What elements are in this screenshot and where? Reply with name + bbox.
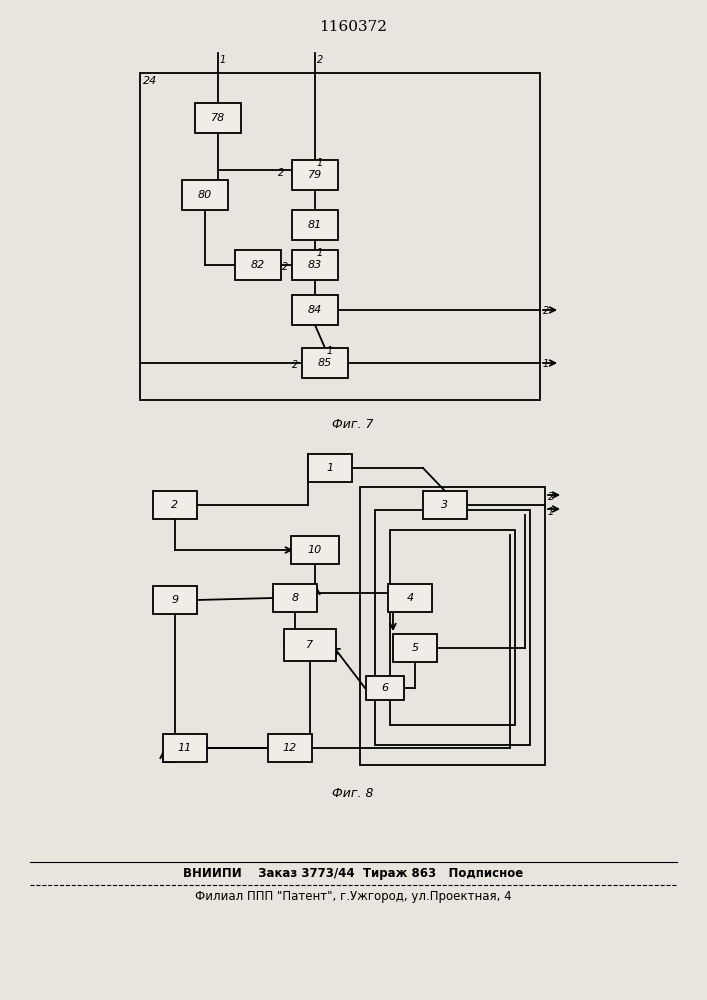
Text: 83: 83 bbox=[308, 260, 322, 270]
Text: 2: 2 bbox=[171, 500, 179, 510]
Bar bbox=[292, 250, 338, 280]
Text: 7: 7 bbox=[306, 640, 314, 650]
Text: 11: 11 bbox=[178, 743, 192, 753]
Text: 2: 2 bbox=[317, 55, 323, 65]
Bar bbox=[292, 210, 338, 240]
Text: 1: 1 bbox=[220, 55, 226, 65]
Text: 1: 1 bbox=[317, 158, 323, 168]
Text: 81: 81 bbox=[308, 220, 322, 230]
Bar bbox=[284, 629, 336, 661]
Text: 10: 10 bbox=[308, 545, 322, 555]
Bar bbox=[153, 586, 197, 614]
Text: 2: 2 bbox=[282, 262, 288, 272]
Bar bbox=[292, 160, 338, 190]
Bar bbox=[366, 676, 404, 700]
Text: 79: 79 bbox=[308, 170, 322, 180]
Text: 8: 8 bbox=[291, 593, 298, 603]
Bar bbox=[360, 487, 545, 765]
Text: Фиг. 7: Фиг. 7 bbox=[332, 418, 374, 431]
Bar bbox=[140, 73, 540, 400]
Bar bbox=[235, 250, 281, 280]
Text: 2: 2 bbox=[292, 360, 298, 370]
Text: 6: 6 bbox=[382, 683, 389, 693]
Text: 4: 4 bbox=[407, 593, 414, 603]
Text: 12: 12 bbox=[283, 743, 297, 753]
Text: 1: 1 bbox=[317, 248, 323, 258]
Bar bbox=[195, 103, 241, 133]
Text: 1: 1 bbox=[543, 359, 549, 369]
Text: 24: 24 bbox=[143, 76, 157, 86]
Bar bbox=[375, 510, 530, 745]
Text: 80: 80 bbox=[198, 190, 212, 200]
Text: 5: 5 bbox=[411, 643, 419, 653]
Text: 78: 78 bbox=[211, 113, 225, 123]
Text: 1: 1 bbox=[548, 507, 554, 517]
Text: 82: 82 bbox=[251, 260, 265, 270]
Bar bbox=[268, 734, 312, 762]
Bar bbox=[163, 734, 207, 762]
Text: Филиал ППП "Патент", г.Ужгород, ул.Проектная, 4: Филиал ППП "Патент", г.Ужгород, ул.Проек… bbox=[194, 890, 511, 903]
Text: 3: 3 bbox=[441, 500, 448, 510]
Bar bbox=[302, 348, 348, 378]
Text: 84: 84 bbox=[308, 305, 322, 315]
Text: 1: 1 bbox=[327, 463, 334, 473]
Text: 85: 85 bbox=[318, 358, 332, 368]
Text: Фиг. 8: Фиг. 8 bbox=[332, 787, 374, 800]
Text: 2: 2 bbox=[278, 168, 284, 178]
Text: 9: 9 bbox=[171, 595, 179, 605]
Text: 2: 2 bbox=[548, 492, 554, 502]
Bar bbox=[292, 295, 338, 325]
Bar bbox=[291, 536, 339, 564]
Bar bbox=[273, 584, 317, 612]
Bar bbox=[423, 491, 467, 519]
Bar bbox=[153, 491, 197, 519]
Bar bbox=[182, 180, 228, 210]
Bar bbox=[393, 634, 437, 662]
Bar bbox=[388, 584, 432, 612]
Text: 2: 2 bbox=[543, 306, 549, 316]
Bar bbox=[390, 530, 515, 725]
Text: ВНИИПИ    Заказ 3773/44  Тираж 863   Подписное: ВНИИПИ Заказ 3773/44 Тираж 863 Подписное bbox=[183, 867, 523, 880]
Text: 1160372: 1160372 bbox=[319, 20, 387, 34]
Text: 1: 1 bbox=[327, 346, 333, 356]
Bar bbox=[308, 454, 352, 482]
